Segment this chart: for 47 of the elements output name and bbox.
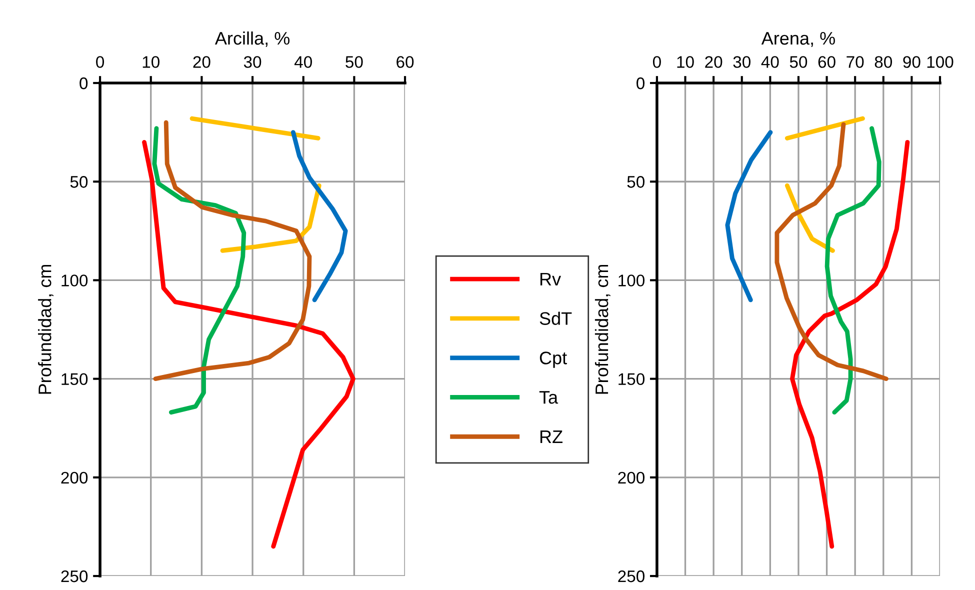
- x-axis-title: Arcilla, %: [214, 31, 290, 47]
- x-axis-title: Arena, %: [761, 32, 835, 47]
- y-tick-label: 200: [618, 472, 644, 484]
- legend-label: RZ: [540, 430, 562, 443]
- line-series: [725, 130, 773, 302]
- x-tick-label: 100: [927, 56, 954, 68]
- y-tick-label: 0: [80, 77, 88, 90]
- y-axis-title: Profundidad, cm: [594, 264, 610, 394]
- line-series: [153, 120, 312, 382]
- y-tick-label: 150: [618, 373, 644, 386]
- x-tick-label: 20: [193, 56, 210, 68]
- x-tick-label: 30: [733, 56, 750, 68]
- x-tick-label: 20: [705, 56, 722, 68]
- y-tick-label: 50: [70, 176, 88, 188]
- line-series: [142, 140, 356, 549]
- x-tick-label: 0: [96, 56, 104, 68]
- legend-label: Cpt: [540, 352, 567, 368]
- x-tick-label: 80: [874, 56, 892, 68]
- line-series: [774, 122, 888, 382]
- x-tick-label: 60: [396, 56, 414, 68]
- x-tick-label: 0: [652, 56, 661, 68]
- y-tick-label: 100: [618, 274, 644, 286]
- y-tick-label: 100: [62, 274, 88, 286]
- legend-label: SdT: [540, 312, 572, 325]
- line-series: [824, 126, 882, 415]
- y-tick-label: 150: [62, 373, 88, 386]
- line-series: [290, 130, 348, 302]
- line-series: [152, 126, 246, 415]
- x-tick-label: 10: [677, 56, 694, 68]
- x-tick-label: 90: [903, 56, 920, 68]
- x-tick-label: 30: [244, 56, 262, 68]
- line-series: [790, 140, 910, 549]
- y-tick-label: 250: [61, 570, 88, 582]
- y-tick-label: 0: [636, 77, 644, 90]
- legend-label: Rv: [540, 272, 561, 286]
- x-tick-label: 40: [294, 56, 312, 68]
- x-tick-label: 10: [142, 56, 160, 68]
- x-tick-label: 50: [790, 56, 808, 68]
- x-tick-label: 40: [761, 56, 779, 68]
- y-tick-label: 50: [627, 176, 644, 188]
- y-tick-label: 200: [61, 472, 88, 484]
- y-axis-title: Profundidad, cm: [38, 264, 54, 394]
- x-tick-label: 60: [818, 56, 836, 68]
- legend-label: Ta: [539, 391, 558, 404]
- x-tick-label: 70: [846, 56, 864, 68]
- y-tick-label: 250: [618, 570, 644, 582]
- x-tick-label: 50: [346, 56, 363, 68]
